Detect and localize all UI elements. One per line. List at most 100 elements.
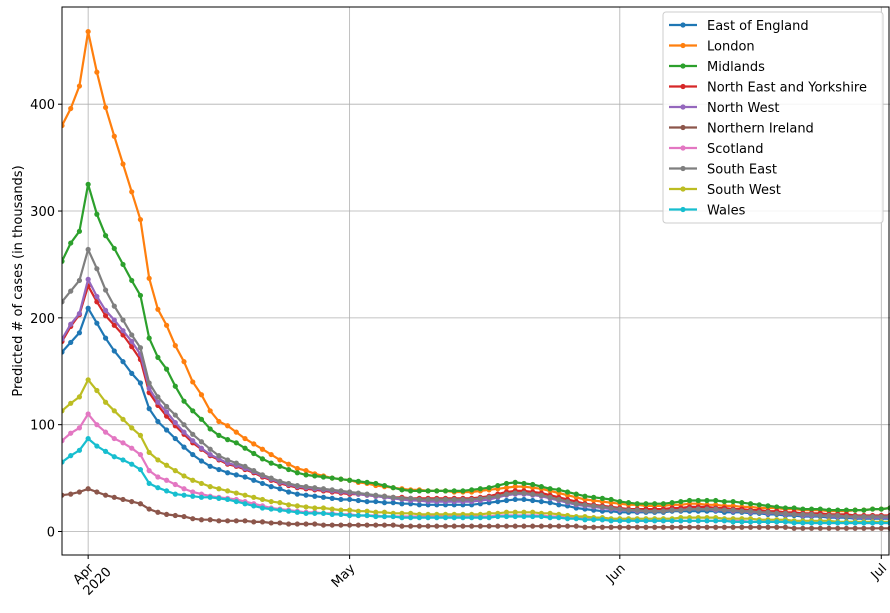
marker — [373, 480, 379, 487]
marker — [617, 506, 623, 512]
marker — [76, 394, 83, 400]
marker — [303, 504, 309, 510]
marker — [512, 490, 518, 496]
marker — [425, 496, 431, 503]
marker — [163, 322, 170, 328]
marker — [68, 491, 74, 497]
marker — [355, 478, 361, 484]
marker — [137, 216, 144, 223]
marker — [102, 335, 109, 341]
marker — [399, 510, 405, 516]
marker — [721, 524, 728, 530]
marker — [373, 492, 379, 498]
marker — [137, 466, 144, 473]
marker — [120, 416, 126, 422]
marker — [111, 245, 117, 252]
marker — [163, 488, 170, 494]
legend-marker — [680, 206, 686, 213]
marker — [381, 513, 388, 520]
marker — [826, 512, 832, 519]
marker — [695, 497, 701, 504]
marker — [68, 400, 74, 406]
marker — [704, 497, 710, 504]
legend-marker — [680, 186, 686, 192]
marker — [172, 419, 178, 426]
marker — [303, 510, 309, 516]
marker — [120, 496, 126, 503]
marker — [286, 502, 292, 508]
marker — [102, 448, 109, 454]
marker — [660, 524, 666, 530]
marker — [460, 488, 466, 494]
marker — [76, 330, 83, 336]
marker — [85, 181, 91, 187]
marker — [198, 494, 205, 500]
marker — [85, 411, 91, 417]
marker — [713, 524, 719, 530]
marker — [129, 344, 135, 350]
marker — [190, 489, 196, 495]
marker — [643, 518, 649, 524]
marker — [120, 328, 126, 334]
marker — [364, 508, 370, 514]
marker — [399, 487, 405, 493]
marker — [68, 321, 74, 327]
marker — [338, 496, 344, 503]
marker — [62, 258, 65, 264]
y-tick-label: 0 — [47, 525, 55, 540]
marker — [652, 524, 658, 530]
marker — [207, 517, 213, 523]
marker — [835, 512, 841, 519]
marker — [355, 512, 361, 519]
marker — [286, 461, 292, 467]
marker — [399, 495, 405, 501]
marker — [486, 485, 492, 491]
marker — [216, 453, 222, 459]
marker — [713, 497, 719, 504]
marker — [617, 498, 623, 505]
marker — [521, 490, 527, 496]
marker — [503, 491, 510, 497]
marker — [791, 505, 797, 511]
marker — [547, 500, 553, 506]
marker — [869, 513, 876, 520]
marker — [512, 496, 518, 503]
marker — [739, 524, 745, 530]
marker — [198, 439, 205, 445]
marker — [573, 516, 579, 522]
marker — [425, 488, 431, 494]
marker — [408, 488, 414, 494]
marker — [155, 394, 161, 400]
marker — [817, 520, 823, 526]
legend-marker — [680, 165, 686, 172]
marker — [251, 468, 257, 474]
marker — [399, 515, 405, 521]
marker — [102, 429, 109, 435]
marker — [120, 261, 126, 268]
marker — [843, 525, 850, 531]
y-tick-label: 400 — [30, 98, 55, 113]
marker — [347, 507, 353, 513]
legend-label: South West — [707, 183, 781, 198]
marker — [399, 523, 405, 529]
marker — [686, 518, 693, 524]
marker — [190, 379, 196, 385]
legend-label: Northern Ireland — [707, 122, 814, 137]
marker — [774, 510, 780, 516]
marker — [68, 339, 74, 346]
marker — [68, 430, 74, 436]
marker — [85, 486, 91, 492]
marker — [312, 510, 318, 516]
marker — [62, 349, 65, 355]
marker — [442, 515, 449, 521]
marker — [172, 512, 178, 519]
marker — [111, 348, 117, 354]
marker — [181, 473, 187, 479]
marker — [85, 435, 91, 442]
marker — [303, 468, 309, 474]
marker — [852, 525, 858, 531]
legend-marker — [680, 83, 686, 90]
marker — [76, 83, 83, 89]
marker — [146, 480, 152, 487]
